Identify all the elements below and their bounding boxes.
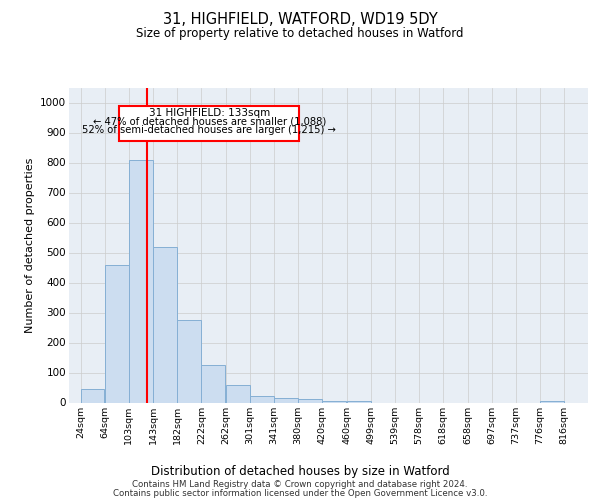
Bar xyxy=(105,264,129,402)
Y-axis label: Number of detached properties: Number of detached properties xyxy=(25,158,35,332)
Text: 31 HIGHFIELD: 133sqm: 31 HIGHFIELD: 133sqm xyxy=(149,108,270,118)
Text: Distribution of detached houses by size in Watford: Distribution of detached houses by size … xyxy=(151,464,449,477)
Text: ← 47% of detached houses are smaller (1,088): ← 47% of detached houses are smaller (1,… xyxy=(92,117,326,127)
Bar xyxy=(153,246,177,402)
Bar xyxy=(129,160,152,402)
Bar xyxy=(80,389,104,402)
Bar xyxy=(202,365,226,403)
Bar xyxy=(274,398,298,402)
Bar xyxy=(177,320,201,402)
Bar xyxy=(322,401,346,402)
Bar xyxy=(298,399,322,402)
Bar xyxy=(540,401,563,402)
Text: Contains HM Land Registry data © Crown copyright and database right 2024.: Contains HM Land Registry data © Crown c… xyxy=(132,480,468,489)
Bar xyxy=(250,396,274,402)
FancyBboxPatch shape xyxy=(119,106,299,141)
Bar xyxy=(226,385,250,402)
Text: 31, HIGHFIELD, WATFORD, WD19 5DY: 31, HIGHFIELD, WATFORD, WD19 5DY xyxy=(163,12,437,28)
Text: 52% of semi-detached houses are larger (1,215) →: 52% of semi-detached houses are larger (… xyxy=(82,125,336,135)
Text: Size of property relative to detached houses in Watford: Size of property relative to detached ho… xyxy=(136,28,464,40)
Bar xyxy=(347,401,371,402)
Text: Contains public sector information licensed under the Open Government Licence v3: Contains public sector information licen… xyxy=(113,490,487,498)
